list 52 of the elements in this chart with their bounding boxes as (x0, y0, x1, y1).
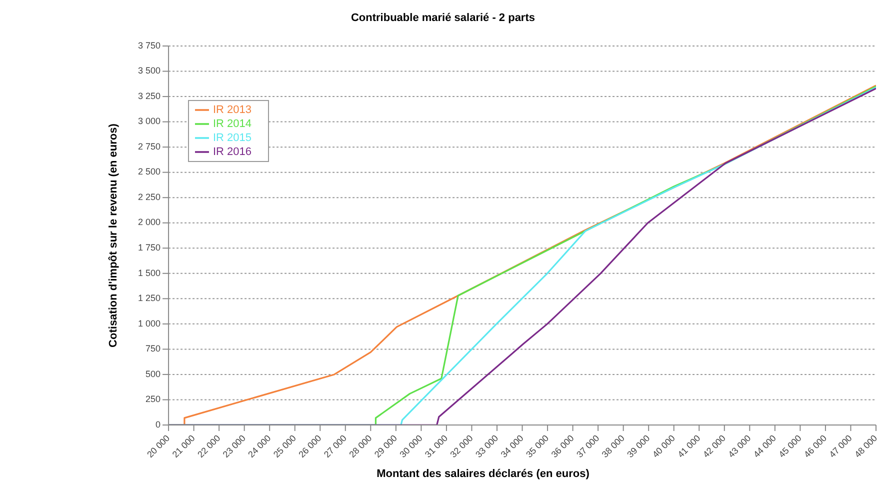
y-axis-title: Cotisation d'impôt sur le revenu (en euros) (107, 123, 120, 348)
y-tick-label: 1 500 (138, 268, 161, 278)
legend-label: IR 2016 (213, 146, 252, 158)
x-tick-label: 34 000 (498, 433, 526, 460)
y-tick-label: 1 000 (138, 318, 161, 328)
x-tick-label: 30 000 (398, 433, 424, 460)
x-tick-label: 46 000 (802, 433, 829, 460)
x-tick-label: 40 000 (650, 433, 677, 460)
y-tick-label: 750 (146, 344, 161, 354)
y-tick-label: 0 (156, 419, 161, 430)
y-tick-label: 3 500 (138, 66, 161, 76)
x-tick-label: 33 000 (474, 433, 500, 460)
chart-title: Contribuable marié salarié - 2 parts (350, 12, 536, 24)
y-tick-label: 2 250 (138, 192, 161, 202)
x-tick-label: 45 000 (776, 433, 804, 460)
y-tick-label: 3 000 (138, 116, 161, 126)
x-tick-label: 36 000 (549, 433, 576, 460)
x-axis-title: Montant des salaires déclarés (en euros) (376, 468, 590, 480)
x-tick-label: 20 000 (145, 433, 172, 460)
x-tick-label: 38 000 (600, 433, 626, 460)
x-tick-label: 39 000 (625, 433, 652, 460)
legend-label: IR 2013 (213, 104, 252, 116)
x-tick-label: 47 000 (827, 433, 854, 460)
x-tick-label: 32 000 (448, 433, 475, 460)
y-tick-label: 3 750 (138, 40, 161, 50)
x-tick-label: 41 000 (676, 433, 702, 460)
y-tick-label: 3 250 (138, 90, 161, 101)
legend-label: IR 2014 (213, 118, 252, 130)
x-tick-label: 22 000 (196, 433, 222, 460)
x-tick-label: 31 000 (423, 433, 450, 460)
x-tick-label: 28 000 (347, 433, 374, 460)
y-tick-label: 1 250 (138, 293, 161, 304)
x-tick-label: 43 000 (726, 433, 753, 460)
x-tick-label: 24 000 (246, 433, 273, 460)
x-tick-label: 23 000 (220, 433, 248, 460)
x-tick-label: 35 000 (524, 433, 551, 460)
x-tick-label: 29 000 (372, 433, 400, 460)
y-tick-label: 2 500 (138, 166, 161, 177)
y-tick-label: 500 (146, 368, 161, 379)
y-tick-label: 2 000 (138, 217, 161, 228)
y-tick-label: 1 750 (138, 242, 161, 253)
x-tick-label: 26 000 (296, 433, 324, 460)
x-tick-label: 48 000 (852, 433, 878, 460)
legend-label: IR 2015 (213, 132, 252, 144)
y-tick-label: 250 (146, 394, 161, 404)
x-tick-label: 37 000 (574, 433, 602, 460)
x-tick-label: 27 000 (322, 433, 348, 460)
x-tick-label: 42 000 (700, 433, 728, 460)
x-tick-label: 21 000 (170, 433, 197, 460)
x-tick-label: 25 000 (271, 433, 298, 460)
x-tick-label: 44 000 (751, 433, 778, 460)
y-tick-label: 2 750 (138, 141, 161, 152)
